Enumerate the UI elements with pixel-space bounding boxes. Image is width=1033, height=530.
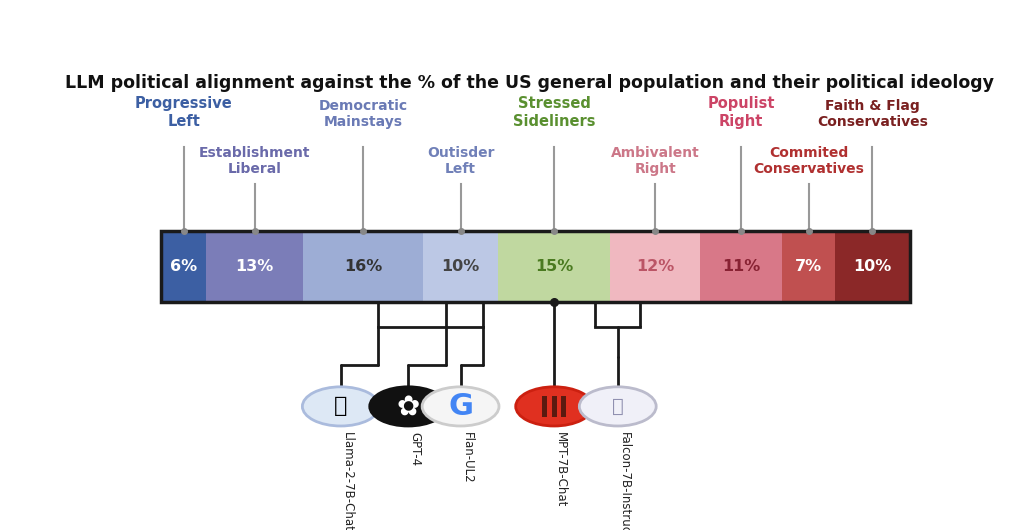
Bar [424, 231, 498, 302]
Bar [611, 231, 700, 302]
Bar [782, 231, 835, 302]
Bar [206, 231, 304, 302]
Text: 🦙: 🦙 [334, 396, 347, 417]
Text: Establishment
Liberal: Establishment Liberal [199, 146, 311, 176]
Bar [304, 231, 424, 302]
Text: 12%: 12% [636, 259, 675, 274]
Text: Commited
Conservatives: Commited Conservatives [753, 146, 864, 176]
Text: 10%: 10% [853, 259, 891, 274]
Circle shape [515, 387, 593, 426]
Bar [161, 231, 206, 302]
Bar [561, 395, 566, 417]
Text: Falcon-7B-Instruct: Falcon-7B-Instruct [618, 432, 631, 530]
Bar [700, 231, 782, 302]
Text: 10%: 10% [441, 259, 479, 274]
Text: LLM political alignment against the % of the US general population and their pol: LLM political alignment against the % of… [65, 74, 994, 92]
Bar [161, 231, 910, 302]
Circle shape [580, 387, 656, 426]
Text: 11%: 11% [722, 259, 760, 274]
Text: Flan-UL2: Flan-UL2 [461, 432, 473, 484]
Text: Stressed
Sideliners: Stressed Sideliners [512, 96, 595, 129]
Bar [835, 231, 910, 302]
Text: MPT-7B-Chat: MPT-7B-Chat [554, 432, 567, 508]
Bar [542, 395, 546, 417]
Circle shape [370, 387, 446, 426]
Text: 13%: 13% [236, 259, 274, 274]
Text: Ambivalent
Right: Ambivalent Right [611, 146, 699, 176]
Text: Progressive
Left: Progressive Left [134, 96, 232, 129]
Text: G: G [448, 392, 473, 421]
Text: GPT-4: GPT-4 [408, 432, 421, 466]
Text: Populist
Right: Populist Right [708, 96, 775, 129]
Text: 6%: 6% [170, 259, 197, 274]
Text: Democratic
Mainstays: Democratic Mainstays [319, 99, 408, 129]
Text: Outisder
Left: Outisder Left [427, 146, 495, 176]
Text: 🦅: 🦅 [612, 397, 624, 416]
Bar [498, 231, 611, 302]
Text: ✿: ✿ [397, 392, 419, 420]
Text: Llama-2-7B-Chat: Llama-2-7B-Chat [341, 432, 353, 530]
Text: 15%: 15% [535, 259, 573, 274]
Text: 16%: 16% [344, 259, 382, 274]
Circle shape [303, 387, 379, 426]
Text: Faith & Flag
Conservatives: Faith & Flag Conservatives [817, 99, 928, 129]
Bar [552, 395, 557, 417]
Text: 7%: 7% [795, 259, 822, 274]
Circle shape [422, 387, 499, 426]
